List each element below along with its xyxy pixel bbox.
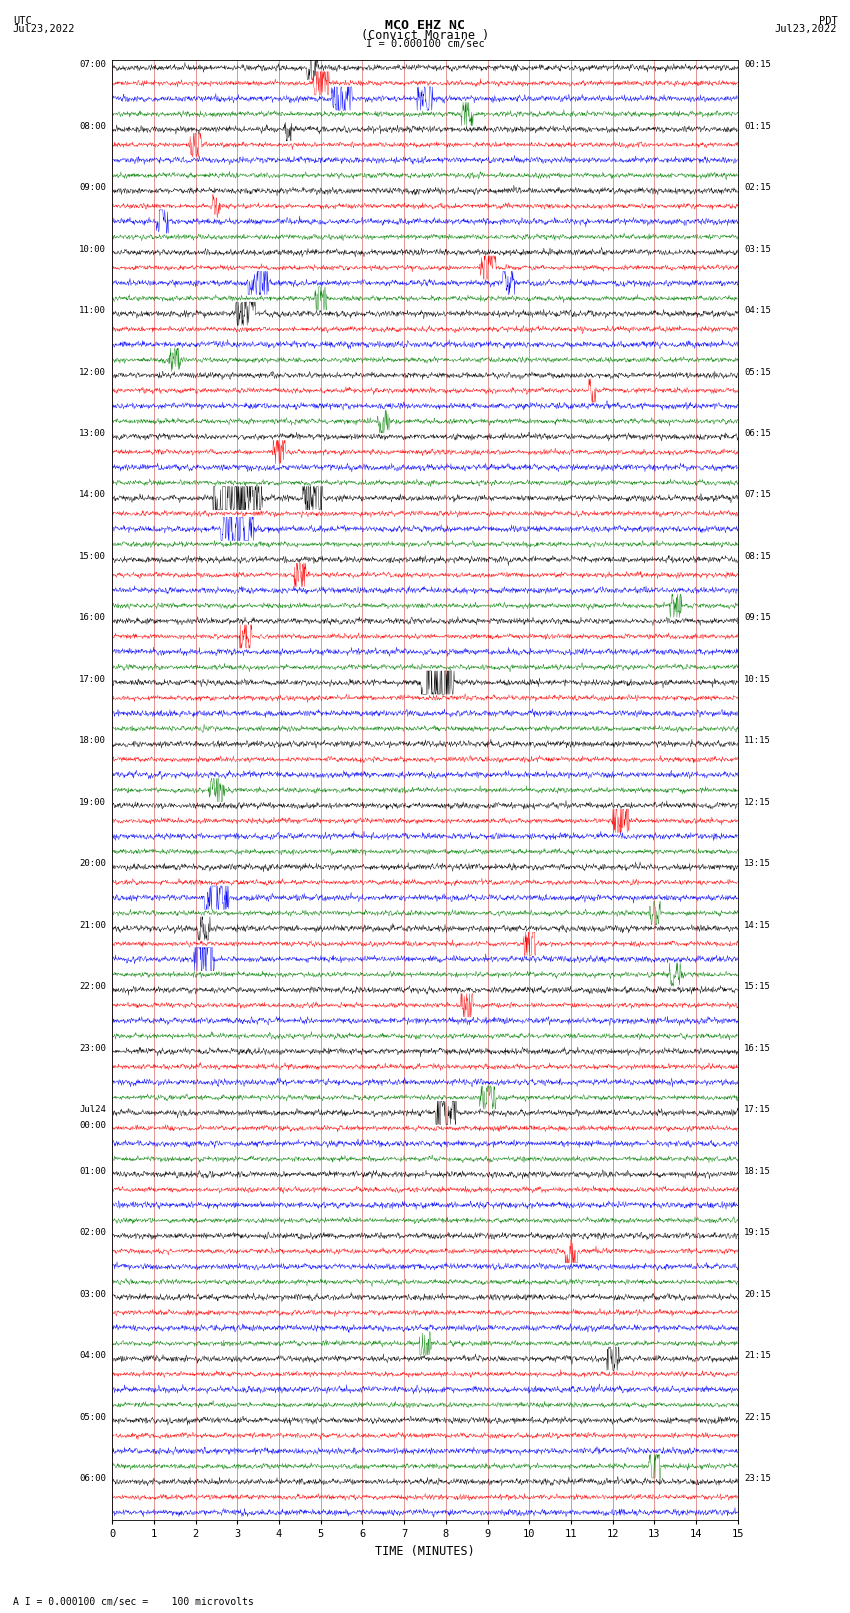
Text: 08:15: 08:15 bbox=[744, 552, 771, 561]
Text: 18:15: 18:15 bbox=[744, 1166, 771, 1176]
Text: I = 0.000100 cm/sec: I = 0.000100 cm/sec bbox=[366, 39, 484, 48]
Text: 04:15: 04:15 bbox=[744, 306, 771, 315]
Text: 06:15: 06:15 bbox=[744, 429, 771, 439]
Text: 21:15: 21:15 bbox=[744, 1352, 771, 1360]
Text: 13:00: 13:00 bbox=[79, 429, 106, 439]
Text: 03:15: 03:15 bbox=[744, 245, 771, 253]
Text: 21:00: 21:00 bbox=[79, 921, 106, 929]
Text: 20:00: 20:00 bbox=[79, 860, 106, 868]
Text: 09:00: 09:00 bbox=[79, 184, 106, 192]
Text: 08:00: 08:00 bbox=[79, 121, 106, 131]
Text: 19:15: 19:15 bbox=[744, 1227, 771, 1237]
Text: 15:15: 15:15 bbox=[744, 982, 771, 992]
Text: 11:15: 11:15 bbox=[744, 737, 771, 745]
Text: 17:00: 17:00 bbox=[79, 674, 106, 684]
Text: PDT: PDT bbox=[819, 16, 837, 26]
Text: 17:15: 17:15 bbox=[744, 1105, 771, 1115]
Text: 14:15: 14:15 bbox=[744, 921, 771, 929]
Text: 20:15: 20:15 bbox=[744, 1289, 771, 1298]
Text: 22:15: 22:15 bbox=[744, 1413, 771, 1421]
Text: 07:15: 07:15 bbox=[744, 490, 771, 500]
Text: 10:00: 10:00 bbox=[79, 245, 106, 253]
Text: MCO EHZ NC: MCO EHZ NC bbox=[385, 19, 465, 32]
Text: 22:00: 22:00 bbox=[79, 982, 106, 992]
Text: A I = 0.000100 cm/sec =    100 microvolts: A I = 0.000100 cm/sec = 100 microvolts bbox=[13, 1597, 253, 1607]
Text: 02:00: 02:00 bbox=[79, 1227, 106, 1237]
Text: 19:00: 19:00 bbox=[79, 798, 106, 806]
Text: 00:15: 00:15 bbox=[744, 60, 771, 69]
Text: 16:00: 16:00 bbox=[79, 613, 106, 623]
Text: 16:15: 16:15 bbox=[744, 1044, 771, 1053]
Text: UTC: UTC bbox=[13, 16, 31, 26]
Text: 03:00: 03:00 bbox=[79, 1289, 106, 1298]
Text: 13:15: 13:15 bbox=[744, 860, 771, 868]
Text: 18:00: 18:00 bbox=[79, 737, 106, 745]
Text: 10:15: 10:15 bbox=[744, 674, 771, 684]
Text: 14:00: 14:00 bbox=[79, 490, 106, 500]
Text: 04:00: 04:00 bbox=[79, 1352, 106, 1360]
Text: (Convict Moraine ): (Convict Moraine ) bbox=[361, 29, 489, 42]
Text: 23:15: 23:15 bbox=[744, 1474, 771, 1482]
Text: Jul24: Jul24 bbox=[79, 1105, 106, 1115]
Text: 01:15: 01:15 bbox=[744, 121, 771, 131]
Text: 12:00: 12:00 bbox=[79, 368, 106, 376]
X-axis label: TIME (MINUTES): TIME (MINUTES) bbox=[375, 1545, 475, 1558]
Text: 05:15: 05:15 bbox=[744, 368, 771, 376]
Text: 06:00: 06:00 bbox=[79, 1474, 106, 1482]
Text: 05:00: 05:00 bbox=[79, 1413, 106, 1421]
Text: 12:15: 12:15 bbox=[744, 798, 771, 806]
Text: 09:15: 09:15 bbox=[744, 613, 771, 623]
Text: 11:00: 11:00 bbox=[79, 306, 106, 315]
Text: 07:00: 07:00 bbox=[79, 60, 106, 69]
Text: 15:00: 15:00 bbox=[79, 552, 106, 561]
Text: Jul23,2022: Jul23,2022 bbox=[13, 24, 76, 34]
Text: 02:15: 02:15 bbox=[744, 184, 771, 192]
Text: Jul23,2022: Jul23,2022 bbox=[774, 24, 837, 34]
Text: 00:00: 00:00 bbox=[79, 1121, 106, 1129]
Text: 01:00: 01:00 bbox=[79, 1166, 106, 1176]
Text: 23:00: 23:00 bbox=[79, 1044, 106, 1053]
